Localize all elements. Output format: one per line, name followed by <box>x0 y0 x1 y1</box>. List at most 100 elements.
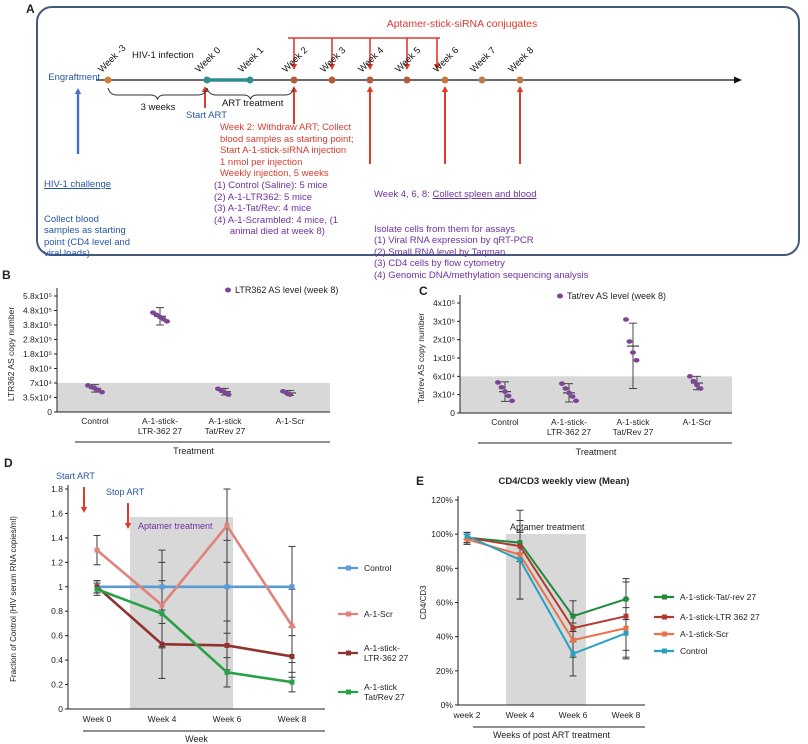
svg-text:8x10⁴: 8x10⁴ <box>30 364 52 374</box>
hiv-challenge-body: Collect blood samples as starting point … <box>44 213 131 260</box>
svg-text:1.2: 1.2 <box>51 557 63 567</box>
series-marker <box>570 651 576 657</box>
series-marker <box>289 623 295 629</box>
svg-text:1.6: 1.6 <box>51 508 63 518</box>
series-marker <box>159 584 165 590</box>
series-marker <box>517 540 523 546</box>
arrow-head <box>366 86 374 92</box>
series-marker <box>623 596 629 602</box>
svg-text:0.8: 0.8 <box>51 606 63 616</box>
week468-protocol-text: Week 4, 6, 8: Collect spleen and blood I… <box>374 166 588 304</box>
series-marker <box>570 613 576 619</box>
svg-text:Week 8: Week 8 <box>278 714 307 724</box>
week468-prefix: Week 4, 6, 8: <box>374 189 433 200</box>
arrow-head <box>403 64 411 70</box>
series-marker <box>289 679 295 685</box>
svg-text:80%: 80% <box>436 563 453 573</box>
legend-label: A-1-stick-LTR 362 27 <box>680 612 760 622</box>
data-point <box>694 382 700 388</box>
arrow-head <box>290 64 298 70</box>
hiv-infection-label: HIV-1 infection <box>132 50 194 61</box>
svg-text:100%: 100% <box>431 529 453 539</box>
svg-text:LTR-362 27: LTR-362 27 <box>138 426 183 436</box>
x-axis-title: Weeks of post ART treatment <box>493 730 611 740</box>
series-line-A-1-Scr <box>96 523 294 627</box>
data-point <box>225 392 232 397</box>
svg-text:2x10⁵: 2x10⁵ <box>433 335 455 345</box>
baseline-band <box>57 383 330 412</box>
data-point <box>498 385 505 390</box>
svg-text:Control: Control <box>81 416 109 426</box>
svg-text:3.5x10⁴: 3.5x10⁴ <box>23 393 53 403</box>
data-point <box>687 374 693 379</box>
legend-marker <box>225 287 231 293</box>
tatrev-scatter-chart: 4x10⁵ 3x10⁵ 2x10⁵ 1x10⁵ 6x10⁴ 3x10⁴ 0 Control A-… <box>412 280 808 466</box>
week-dot <box>478 76 486 84</box>
week-dot <box>366 76 374 84</box>
week468-first-line: Week 4, 6, 8: Collect spleen and blood <box>374 189 588 201</box>
series-line-A-1-stick-Tat/-rev 27 <box>466 536 627 618</box>
svg-text:1x10⁵: 1x10⁵ <box>433 353 455 363</box>
arrow-head <box>366 64 374 70</box>
arrow-head <box>433 64 441 70</box>
x-axis-title: Week <box>185 734 208 744</box>
brace <box>107 87 208 101</box>
week2-protocol-text: Week 2: Withdraw ART; Collect blood samp… <box>220 122 354 179</box>
week-dot <box>516 76 524 84</box>
series-marker <box>224 584 230 590</box>
hiv-challenge-text: HIV-1 challenge Collect blood samples as… <box>44 156 130 283</box>
svg-text:1.8: 1.8 <box>51 484 63 494</box>
svg-text:6x10⁴: 6x10⁴ <box>433 371 455 381</box>
chart-title: CD4/CD3 weekly view (Mean) <box>499 476 630 487</box>
data-point <box>164 319 170 324</box>
series-marker <box>224 523 230 529</box>
legend-label: Tat/rev AS level (week 8) <box>567 291 666 301</box>
series-marker <box>623 630 629 636</box>
legend-label: A-1-stick-Scr <box>680 629 729 639</box>
y-axis-title: Tat/rev AS copy number <box>416 313 426 403</box>
y-axis-title: CD4/CD3 <box>419 585 428 620</box>
start-art-label: Start ART <box>186 110 228 121</box>
series-marker <box>289 584 295 590</box>
panel-c-label: C <box>419 284 428 298</box>
arrow-head <box>441 86 449 92</box>
svg-text:Week 6: Week 6 <box>213 714 242 724</box>
series-marker <box>159 602 165 608</box>
week-dot <box>403 76 411 84</box>
svg-text:7x10⁴: 7x10⁴ <box>30 378 52 388</box>
arrow-head <box>201 86 209 92</box>
week-dot <box>203 76 211 84</box>
data-point <box>630 350 636 355</box>
data-point <box>287 392 293 397</box>
data-point <box>99 389 105 395</box>
series-marker <box>289 653 295 659</box>
svg-text:1: 1 <box>58 582 63 592</box>
arrow-head <box>74 88 82 94</box>
series-marker <box>159 611 165 617</box>
svg-text:Week 0: Week 0 <box>83 714 112 724</box>
cd4-cd3-line-chart: 0% 20% 40% 60% 80% 100% 120% week 2 Week 4 Week 6… <box>414 470 808 744</box>
svg-text:20%: 20% <box>436 666 453 676</box>
legend-label: A-1-stick <box>364 682 398 692</box>
series-marker <box>570 637 576 643</box>
legend-label: A-1-stick-Tat/-rev 27 <box>680 592 756 602</box>
svg-text:Week 4: Week 4 <box>148 714 177 724</box>
svg-text:A-1-Scr: A-1-Scr <box>276 416 305 426</box>
treatment-groups-text: (1) Control (Saline): 5 mice (2) A-1-LTR… <box>214 180 339 237</box>
annotation-label: Start ART <box>56 471 95 481</box>
svg-text:A-1-stick-: A-1-stick- <box>142 416 178 426</box>
x-axis-title: Treatment <box>173 446 214 456</box>
data-point <box>566 390 572 396</box>
timeline-panel: Aptamer-stick-siRNA conjugates Engraftme… <box>36 6 800 281</box>
svg-text:Control: Control <box>491 417 519 427</box>
data-point <box>505 393 512 399</box>
ltr362-scatter-chart: 5.8x10⁵ 4.8x10⁵ 3.8x10⁵ 2.8x10⁵ 1.8x10⁵ 8x10⁴… <box>0 266 424 462</box>
svg-text:0.4: 0.4 <box>51 655 63 665</box>
arrow-head <box>516 86 524 92</box>
data-point <box>573 398 579 404</box>
data-point <box>502 389 508 394</box>
svg-text:Week 8: Week 8 <box>612 710 641 720</box>
aptamer-treatment-band <box>130 517 233 709</box>
viral-rna-line-chart: 0 0.2 0.4 0.6 0.8 1 1.2 1.4 1.6 1.8 Week 0 Week 4 We… <box>0 455 432 744</box>
